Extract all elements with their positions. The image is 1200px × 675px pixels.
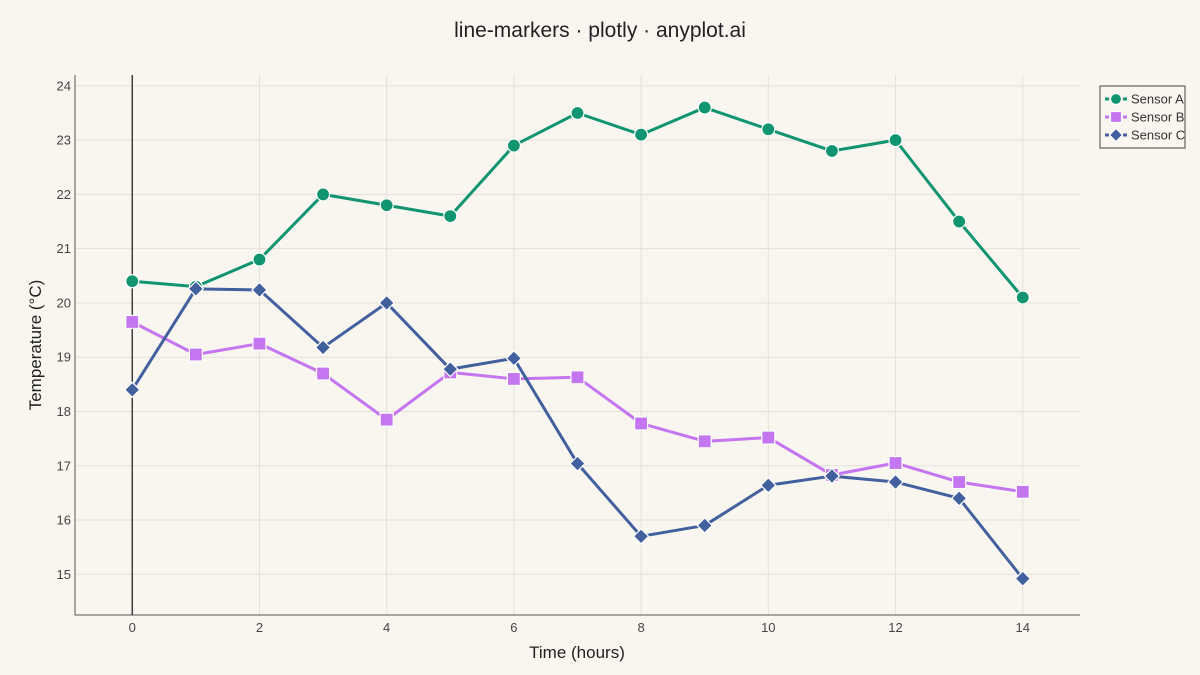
series-sensor-a <box>125 100 1030 305</box>
x-tick-label: 6 <box>510 620 517 635</box>
data-point <box>759 476 777 494</box>
grid-lines <box>75 75 1080 615</box>
data-point <box>632 527 650 545</box>
y-tick-label: 22 <box>57 187 71 202</box>
y-tick-label: 17 <box>57 458 71 473</box>
data-point <box>569 455 586 472</box>
data-point <box>252 336 267 351</box>
legend-marker <box>1109 92 1123 106</box>
data-point <box>952 214 967 229</box>
data-point <box>506 138 521 153</box>
data-point <box>761 430 776 445</box>
data-point <box>188 347 203 362</box>
y-tick-label: 18 <box>57 404 71 419</box>
data-point <box>315 187 331 202</box>
data-point <box>379 412 394 427</box>
legend-marker <box>1109 110 1123 124</box>
y-tick-label: 20 <box>57 295 71 310</box>
data-point <box>887 473 904 491</box>
data-point <box>696 517 714 534</box>
y-tick-label: 21 <box>57 241 71 256</box>
legend-item[interactable]: Sensor C <box>1105 128 1185 143</box>
data-point <box>187 280 205 298</box>
data-point <box>443 209 458 224</box>
data-point <box>441 360 459 378</box>
data-point <box>379 198 394 213</box>
axes <box>74 75 1080 616</box>
x-axis-title: Time (hours) <box>529 643 625 662</box>
data-point <box>824 143 840 159</box>
data-point <box>950 489 968 507</box>
x-tick-label: 8 <box>637 620 644 635</box>
data-point <box>251 281 268 299</box>
data-point <box>1014 570 1032 587</box>
data-point <box>1015 290 1030 305</box>
data-point <box>888 133 903 148</box>
legend-label: Sensor A <box>1131 92 1184 107</box>
data-point <box>570 105 585 121</box>
data-point <box>125 314 140 330</box>
x-tick-label: 0 <box>129 620 136 635</box>
data-point <box>505 349 523 367</box>
x-tick-label: 14 <box>1016 620 1030 635</box>
x-tick-label: 12 <box>888 620 902 635</box>
data-point <box>888 455 903 471</box>
x-tick-label: 4 <box>383 620 390 635</box>
series-layer <box>123 100 1032 587</box>
data-point <box>378 294 396 312</box>
data-point <box>697 100 712 115</box>
y-tick-label: 15 <box>57 567 71 582</box>
y-tick-label: 24 <box>57 78 71 93</box>
legend-item[interactable]: Sensor B <box>1105 110 1184 125</box>
legend-item[interactable]: Sensor A <box>1105 92 1184 107</box>
data-point <box>952 474 967 490</box>
legend-label: Sensor C <box>1131 128 1185 143</box>
data-point <box>506 371 521 387</box>
chart-title: line-markers · plotly · anyplot.ai <box>454 19 746 42</box>
legend[interactable]: Sensor A Sensor B Sensor C <box>1099 85 1186 149</box>
data-point <box>314 339 332 356</box>
data-point <box>1015 484 1030 499</box>
series-line <box>130 287 1025 581</box>
data-point <box>125 274 140 289</box>
legend-label: Sensor B <box>1131 110 1184 125</box>
data-point <box>697 434 712 449</box>
series-line <box>130 106 1025 300</box>
data-point <box>634 416 649 431</box>
series-sensor-c <box>123 280 1032 587</box>
x-tick-label: 10 <box>761 620 775 635</box>
data-point <box>315 366 331 381</box>
x-tick-label: 2 <box>256 620 263 635</box>
data-point <box>634 127 649 142</box>
y-tick-label: 23 <box>57 133 71 148</box>
y-axis-title: Temperature (°C) <box>26 280 45 411</box>
y-tick-label: 19 <box>57 350 71 365</box>
data-point <box>761 122 776 137</box>
data-point <box>823 467 841 485</box>
y-tick-label: 16 <box>57 513 71 528</box>
legend-marker <box>1108 127 1124 143</box>
data-point <box>570 370 585 385</box>
data-point <box>252 252 267 267</box>
data-point <box>123 381 141 399</box>
